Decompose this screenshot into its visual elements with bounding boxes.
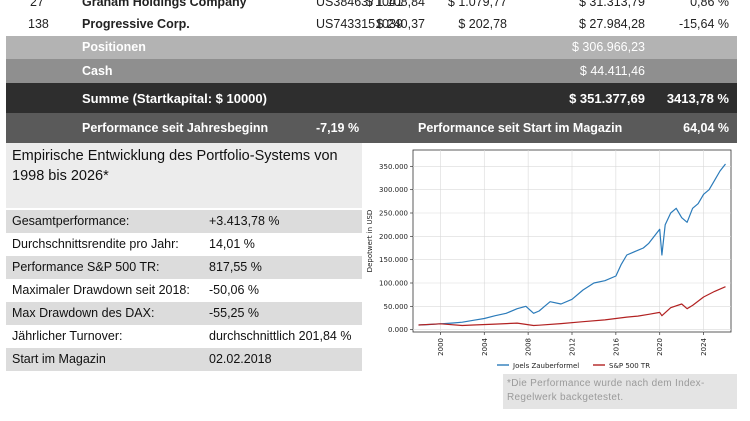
portfolio-chart: 0.000 50.000 100.000 150.000 200.000 250.000 3… [366, 149, 732, 370]
y-tick-label: 0.000 [388, 326, 408, 334]
price-cell: $ 202,78 [458, 17, 507, 31]
stats-row: Maximaler Drawdown seit 2018: -50,06 % [6, 279, 362, 302]
stats-value: durchschnittlich 201,84 % [209, 329, 352, 343]
x-tick-label: 2016 [612, 337, 620, 355]
legend-label: Joels Zauberformel [512, 362, 579, 370]
isin-cell: US7433151039 [316, 17, 403, 31]
stats-value: 02.02.2018 [209, 352, 272, 366]
x-tick-label: 2000 [437, 338, 445, 356]
stats-label: Gesamtperformance: [12, 214, 130, 228]
cash-label: Cash [82, 64, 113, 78]
stats-value: 817,55 % [209, 260, 262, 274]
summe-pct: 3413,78 % [666, 91, 729, 106]
stats-row: Durchschnittsrendite pro Jahr: 14,01 % [6, 233, 362, 256]
positionen-label: Positionen [82, 40, 146, 54]
stats-value: -55,25 % [209, 306, 260, 320]
stats-value: -50,06 % [209, 283, 260, 297]
perf-start-label: Performance seit Start im Magazin [418, 121, 623, 135]
positionen-row: Positionen $ 306.966,23 [6, 36, 737, 59]
stats-label: Performance S&P 500 TR: [12, 260, 160, 274]
price-cell: $ 1.079,77 [447, 0, 507, 9]
isin-cell: US3846371041 [316, 0, 403, 9]
perf-start-value: 64,04 % [683, 121, 729, 135]
company-cell: Graham Holdings Company [82, 0, 247, 9]
rank-cell: 27 [30, 0, 44, 9]
stats-row: Performance S&P 500 TR: 817,55 % [6, 256, 362, 279]
x-tick-label: 2012 [569, 338, 577, 356]
stats-row: Max Drawdown des DAX: -55,25 % [6, 302, 362, 325]
summe-label: Summe (Startkapital: $ 10000) [82, 91, 267, 106]
stats-label: Durchschnittsrendite pro Jahr: [12, 237, 179, 251]
stats-row: Jährlicher Turnover: durchschnittlich 20… [6, 325, 362, 348]
price-cell: $ 1.108,84 [365, 0, 425, 9]
x-tick-label: 2020 [656, 338, 664, 356]
company-cell: Progressive Corp. [82, 17, 190, 31]
table-row: 138 Progressive Corp. US7433151039 $ 240… [6, 12, 737, 36]
y-tick-label: 150.000 [379, 256, 408, 264]
price-cell: $ 240,37 [376, 17, 425, 31]
x-tick-label: 2024 [700, 337, 708, 355]
rank-cell: 138 [28, 17, 49, 31]
stats-value: +3.413,78 % [209, 214, 280, 228]
stats-panel: Empirische Entwicklung des Portfolio-Sys… [6, 143, 362, 372]
legend: Joels Zauberformel S&P 500 TR [497, 362, 650, 370]
stats-label: Jährlicher Turnover: [12, 329, 123, 343]
series-lines [418, 163, 726, 327]
x-tick-label: 2008 [525, 338, 533, 356]
perf-year-value: -7,19 % [316, 121, 360, 135]
performance-row: Performance seit Jahresbeginn -7,19 % Pe… [6, 113, 737, 143]
summe-row: Summe (Startkapital: $ 10000) $ 351.377,… [6, 83, 737, 113]
stats-row: Start im Magazin 02.02.2018 [6, 348, 362, 371]
y-tick-label: 300.000 [379, 186, 408, 194]
stats-label: Max Drawdown des DAX: [12, 306, 155, 320]
pct-cell: 0,86 % [690, 0, 729, 9]
legend-label: S&P 500 TR [609, 362, 650, 370]
value-cell: $ 27.984,28 [578, 17, 645, 31]
y-tick-label: 200.000 [379, 233, 408, 241]
stats-row: Gesamtperformance: +3.413,78 % [6, 210, 362, 233]
pct-cell: -15,64 % [678, 17, 729, 31]
cash-value: $ 44.411,46 [579, 64, 645, 78]
stats-label: Maximaler Drawdown seit 2018: [12, 283, 190, 297]
y-tick-label: 100.000 [379, 280, 408, 288]
value-cell: $ 31.313,79 [578, 0, 645, 9]
axis-ticks: 0.000 50.000 100.000 150.000 200.000 250.000 3… [379, 163, 708, 356]
x-tick-label: 2004 [481, 337, 489, 355]
stats-header: Empirische Entwicklung des Portfolio-Sys… [6, 143, 362, 208]
stats-label: Start im Magazin [12, 352, 106, 366]
perf-year-label: Performance seit Jahresbeginn [82, 121, 269, 135]
positionen-value: $ 306.966,23 [572, 40, 645, 54]
y-tick-label: 50.000 [384, 303, 409, 311]
stats-title: Empirische Entwicklung des Portfolio-Sys… [12, 148, 338, 184]
cash-row: Cash $ 44.411,46 [6, 59, 737, 83]
series-line [418, 163, 726, 326]
summe-value: $ 351.377,69 [569, 91, 645, 106]
y-tick-label: 350.000 [379, 163, 408, 171]
y-tick-label: 250.000 [379, 210, 408, 218]
grid [413, 150, 731, 332]
table-row: 27 Graham Holdings Company US3846371041 … [6, 0, 737, 12]
series-line [418, 286, 726, 327]
stats-value: 14,01 % [209, 237, 255, 251]
footnote: *Die Performance wurde nach dem Index-Re… [503, 374, 737, 409]
y-axis-label: Depotwert in USD [366, 210, 374, 273]
